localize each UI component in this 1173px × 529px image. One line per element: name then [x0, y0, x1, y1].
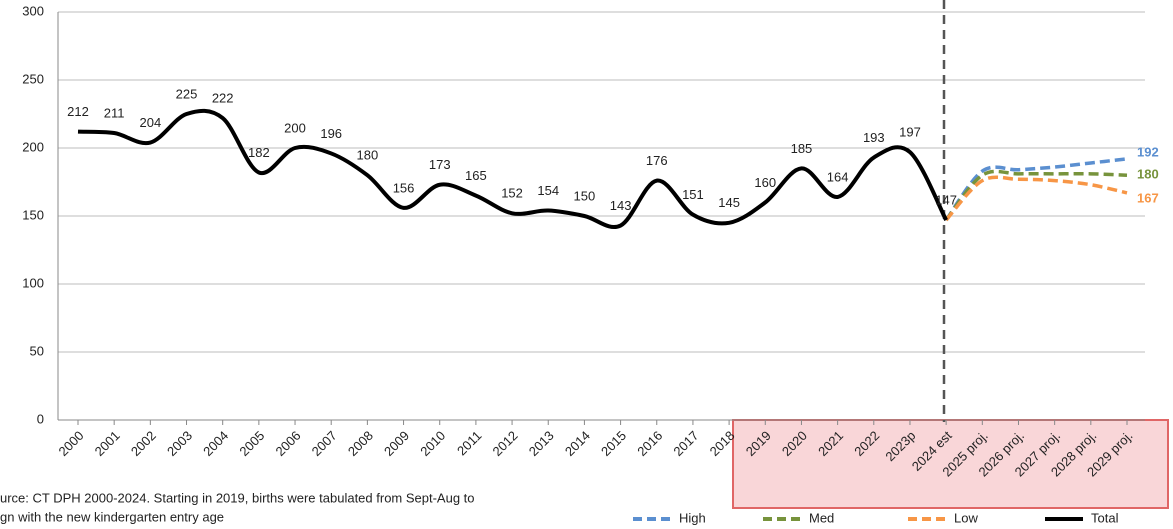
x-tick-label: 2012 — [490, 428, 521, 459]
data-label: 193 — [863, 130, 885, 145]
data-label: 147 — [935, 193, 957, 208]
x-tick-label: 2005 — [236, 428, 267, 459]
data-label: 182 — [248, 145, 270, 160]
x-tick-label: 2013 — [526, 428, 557, 459]
end-label: 192 — [1137, 144, 1159, 159]
x-tick-label: 2009 — [381, 428, 412, 459]
legend-label: Total — [1091, 510, 1119, 525]
x-tick-label: 2002 — [128, 428, 159, 459]
highlight-box — [732, 419, 1169, 509]
x-tick-label: 2015 — [598, 428, 629, 459]
data-label: 143 — [610, 198, 632, 213]
data-label: 156 — [393, 180, 415, 195]
data-label: 176 — [646, 153, 668, 168]
x-tick-label: 2003 — [164, 428, 195, 459]
data-label: 151 — [682, 187, 704, 202]
x-tick-label: 2014 — [562, 428, 593, 459]
y-tick-label: 300 — [22, 3, 44, 18]
x-tick-label: 2017 — [670, 428, 701, 459]
data-label: 165 — [465, 168, 487, 183]
end-label: 180 — [1137, 167, 1159, 182]
y-tick-label: 0 — [37, 411, 44, 426]
data-label: 196 — [320, 126, 342, 141]
data-label: 160 — [754, 175, 776, 190]
data-label: 154 — [537, 183, 559, 198]
y-tick-label: 50 — [30, 343, 44, 358]
x-tick-label: 2011 — [454, 428, 484, 458]
source-note: urce: CT DPH 2000-2024. Starting in 2019… — [0, 490, 475, 505]
data-label: 164 — [827, 169, 849, 184]
data-label: 150 — [574, 188, 596, 203]
legend-label: Low — [954, 510, 978, 525]
series-line — [944, 169, 1128, 222]
data-label: 222 — [212, 91, 234, 106]
x-tick-label: 2007 — [309, 428, 340, 459]
legend-label: High — [679, 510, 706, 525]
x-tick-label: 2001 — [92, 428, 123, 459]
end-label: 167 — [1137, 190, 1159, 205]
y-tick-label: 200 — [22, 139, 44, 154]
series-line — [944, 175, 1128, 222]
data-label: 212 — [67, 104, 89, 119]
data-label: 211 — [104, 105, 125, 120]
data-label: 180 — [357, 148, 379, 163]
x-tick-label: 2000 — [55, 428, 86, 459]
y-tick-label: 150 — [22, 207, 44, 222]
data-label: 173 — [429, 157, 451, 172]
data-label: 204 — [139, 115, 161, 130]
data-label: 200 — [284, 120, 306, 135]
x-tick-label: 2008 — [345, 428, 376, 459]
y-tick-label: 100 — [22, 275, 44, 290]
data-label: 225 — [176, 86, 198, 101]
series-line — [944, 157, 1128, 222]
source-note: gn with the new kindergarten entry age — [0, 509, 224, 524]
series-line — [77, 108, 948, 229]
data-label: 185 — [791, 141, 813, 156]
legend-label: Med — [809, 510, 834, 525]
data-label: 152 — [501, 186, 523, 201]
x-tick-label: 2006 — [273, 428, 304, 459]
y-tick-label: 250 — [22, 71, 44, 86]
data-label: 197 — [899, 125, 921, 140]
x-tick-label: 2016 — [634, 428, 665, 459]
x-tick-label: 2010 — [417, 428, 448, 459]
data-label: 145 — [718, 195, 740, 210]
x-tick-label: 2004 — [200, 428, 231, 459]
